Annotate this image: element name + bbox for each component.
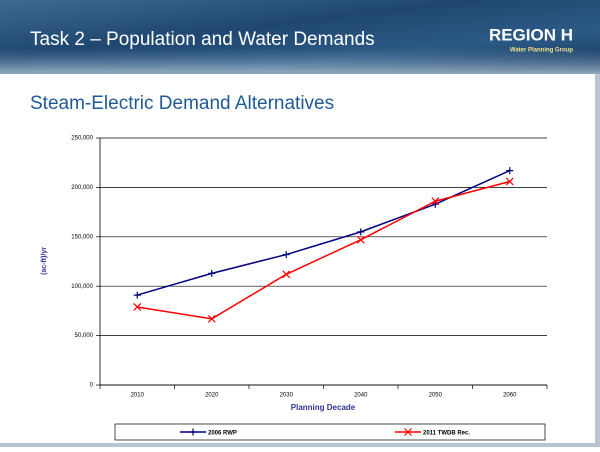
y-tick-label: 0 — [90, 383, 94, 389]
y-axis-title: (ac-ft)/yr — [41, 247, 48, 275]
x-tick-label: 2020 — [205, 393, 219, 399]
legend-box — [114, 423, 546, 441]
x-tick-label: 2050 — [429, 393, 443, 399]
y-tick-label: 200,000 — [71, 185, 93, 191]
x-axis-title: Planning Decade — [291, 403, 356, 412]
x-tick-label: 2040 — [354, 393, 368, 399]
point-marker — [282, 270, 291, 279]
y-tick-label: 150,000 — [71, 234, 93, 240]
point-marker — [431, 197, 440, 206]
point-marker — [207, 314, 216, 323]
logo-name: REGION H — [489, 25, 573, 44]
slide-title: Task 2 – Population and Water Demands — [30, 29, 375, 50]
point-marker — [133, 303, 142, 311]
x-tick-label: 2030 — [280, 393, 294, 399]
y-tick-label: 250,000 — [71, 136, 93, 142]
point-marker — [208, 269, 216, 277]
series-line — [137, 180, 510, 320]
slide-edge — [595, 74, 600, 447]
header-rule — [0, 72, 600, 74]
legend-label: 2006 RWP — [208, 431, 237, 437]
legend-label: 2011 TWDB Rec. — [423, 431, 470, 437]
point-marker — [357, 228, 365, 236]
point-marker — [404, 428, 412, 436]
point-marker — [356, 235, 365, 244]
y-tick-label: 100,000 — [71, 284, 93, 290]
point-marker — [133, 291, 141, 299]
logo-tagline: Water Planning Group — [510, 48, 573, 54]
point-marker — [506, 167, 514, 175]
x-tick-label: 2010 — [131, 393, 145, 399]
header-fade — [0, 48, 600, 72]
point-marker — [505, 177, 514, 186]
slide-edge-bottom — [0, 443, 600, 447]
x-tick-label: 2060 — [503, 393, 517, 399]
chart-title: Steam-Electric Demand Alternatives — [30, 93, 334, 114]
y-tick-label: 50,000 — [75, 333, 94, 339]
point-marker — [282, 251, 290, 259]
point-marker — [189, 428, 197, 436]
